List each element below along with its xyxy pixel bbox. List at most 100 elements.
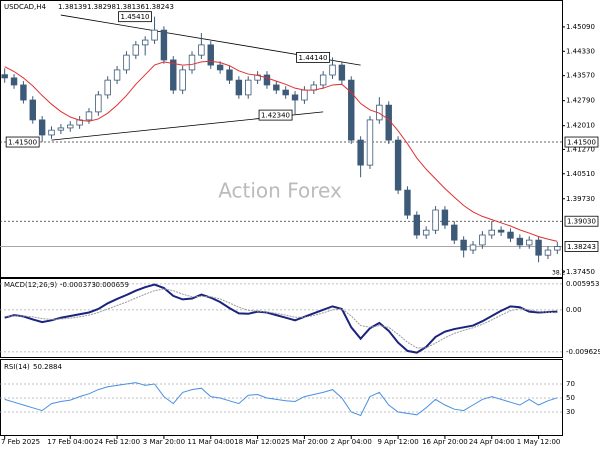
y-tick-label: 70 bbox=[566, 380, 575, 388]
candle-body bbox=[170, 59, 177, 91]
x-tick-label: 25 Mar 20:00 bbox=[281, 438, 328, 446]
annotation: 1.41500 bbox=[8, 139, 37, 147]
x-tick-label: 24 Feb 12:00 bbox=[94, 438, 140, 446]
price-label: 1.38243 bbox=[567, 243, 596, 251]
candle-body bbox=[319, 74, 327, 86]
macd-panel bbox=[0, 278, 563, 358]
candle-body bbox=[38, 119, 46, 136]
header-value: -0.000659 bbox=[93, 281, 129, 289]
y-tick-label: 1.40510 bbox=[566, 170, 595, 178]
candle-body bbox=[507, 231, 514, 239]
candle-body bbox=[207, 44, 214, 66]
candle-body bbox=[301, 89, 308, 101]
y-tick-label: 1.42010 bbox=[566, 122, 595, 130]
candle-body bbox=[535, 239, 542, 256]
candle-body bbox=[469, 244, 477, 251]
candle-body bbox=[216, 64, 224, 71]
moving-average bbox=[4, 60, 558, 242]
fib-label: 38.2 bbox=[552, 270, 566, 277]
candle-body bbox=[235, 79, 243, 96]
indicator-line bbox=[4, 288, 558, 349]
annotation: 1.45410 bbox=[121, 13, 150, 21]
candle-body bbox=[404, 189, 411, 216]
candle-body bbox=[338, 64, 346, 81]
x-tick-label: 3 Mar 20:00 bbox=[143, 438, 185, 446]
main-panel bbox=[0, 0, 563, 278]
candle-body bbox=[10, 77, 18, 86]
header-value: 1.38243 bbox=[145, 3, 174, 11]
candle-body bbox=[85, 111, 93, 121]
candle-body bbox=[95, 94, 102, 113]
annotation-box bbox=[296, 51, 330, 63]
candle-body bbox=[273, 84, 280, 91]
header-value: 1.38136 bbox=[116, 3, 145, 11]
candle-body bbox=[488, 229, 495, 236]
candle-body bbox=[516, 237, 524, 246]
candle-body bbox=[160, 29, 168, 61]
candle-body bbox=[104, 79, 111, 96]
candle-body bbox=[113, 69, 121, 81]
x-tick-label: 11 Mar 04:00 bbox=[187, 438, 234, 446]
y-tick-label: 0.005953 bbox=[566, 280, 599, 288]
price-label-box bbox=[564, 215, 599, 227]
header-value: 1.38298 bbox=[87, 3, 116, 11]
y-tick-label: 50 bbox=[566, 394, 575, 402]
candle-body bbox=[554, 246, 561, 251]
candle-body bbox=[245, 79, 252, 96]
price-label-box bbox=[564, 136, 599, 148]
candle-body bbox=[20, 84, 27, 101]
candle-body bbox=[29, 99, 36, 121]
candle-body bbox=[366, 119, 374, 166]
candle-body bbox=[441, 209, 449, 226]
y-tick-label: 30 bbox=[566, 408, 575, 416]
candle-body bbox=[497, 229, 505, 233]
candle-body bbox=[226, 69, 233, 81]
candle-body bbox=[544, 249, 552, 256]
annotation: 1.44140 bbox=[299, 54, 328, 62]
candle-body bbox=[422, 229, 430, 236]
price-label-box bbox=[564, 241, 599, 252]
candle-body bbox=[451, 224, 458, 241]
y-tick-label: 1.37450 bbox=[566, 268, 595, 276]
y-tick-label: 1.42790 bbox=[566, 97, 595, 105]
price-label: 1.39030 bbox=[567, 218, 596, 226]
x-tick-label: 17 Feb 04:00 bbox=[47, 438, 93, 446]
candle-body bbox=[67, 124, 74, 129]
x-tick-label: 9 Apr 12:00 bbox=[377, 438, 418, 446]
candle-body bbox=[132, 44, 140, 56]
annotation: 1.42340 bbox=[261, 112, 290, 120]
candle-body bbox=[151, 29, 158, 41]
candle-body bbox=[460, 239, 467, 251]
header-value: 50.2884 bbox=[33, 363, 62, 371]
x-tick-label: 2 Apr 04:00 bbox=[331, 438, 372, 446]
x-tick-label: 7 Feb 2025 bbox=[1, 438, 40, 446]
candle-body bbox=[526, 239, 533, 246]
candle-body bbox=[479, 234, 486, 246]
indicator-line bbox=[4, 382, 558, 417]
candle-body bbox=[57, 127, 65, 131]
y-tick-label: 1.45090 bbox=[566, 23, 595, 31]
candle-body bbox=[198, 44, 205, 56]
y-tick-label: 1.43570 bbox=[566, 72, 595, 80]
x-tick-label: 16 Apr 20:00 bbox=[422, 438, 468, 446]
header-value: -0.000373 bbox=[60, 281, 96, 289]
macd-title: MACD(12,26,9) bbox=[4, 281, 57, 289]
annotation-box bbox=[118, 11, 152, 23]
candle-body bbox=[48, 129, 55, 136]
x-tick-label: 18 Mar 12:00 bbox=[234, 438, 281, 446]
candle-body bbox=[1, 74, 8, 79]
y-tick-label: 1.39730 bbox=[566, 195, 595, 203]
candle-body bbox=[348, 79, 355, 141]
symbol: USDCAD,H4 bbox=[4, 3, 47, 11]
rsi-title: RSI(14) bbox=[4, 363, 30, 371]
price-label: 1.41500 bbox=[567, 139, 596, 147]
candle-body bbox=[394, 139, 402, 191]
indicator-line bbox=[4, 283, 558, 354]
candle-body bbox=[188, 54, 196, 71]
header-value: 1.38139 bbox=[58, 3, 87, 11]
y-tick-label: 1.44330 bbox=[566, 47, 595, 55]
candle-body bbox=[263, 74, 271, 86]
candle-body bbox=[282, 89, 289, 96]
candle-body bbox=[141, 39, 149, 46]
